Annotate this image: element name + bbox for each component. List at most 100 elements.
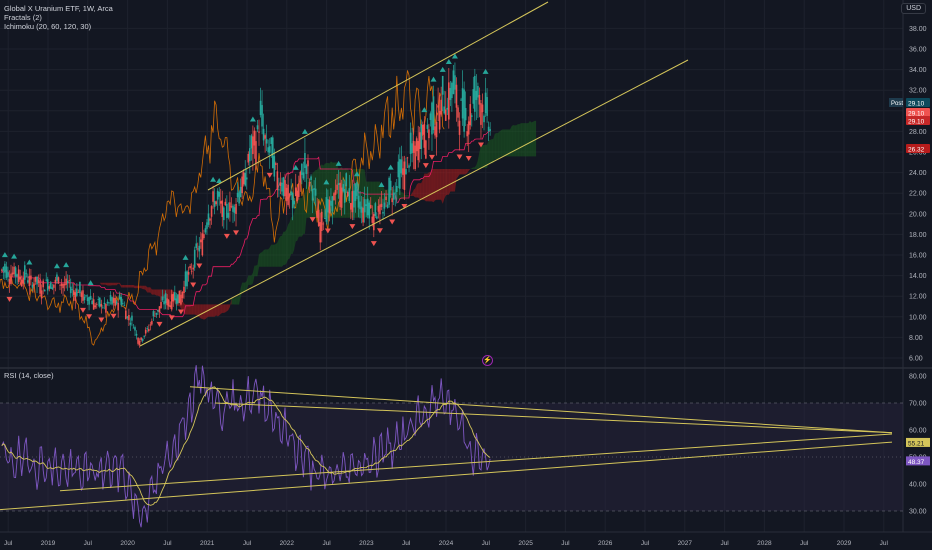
candle-body — [363, 199, 366, 213]
fractal-down-marker — [370, 241, 377, 247]
cloud-segment — [531, 121, 534, 157]
candle-body — [458, 120, 461, 135]
candle-body — [275, 163, 277, 165]
fractals — [1, 53, 489, 327]
cloud-segment — [482, 145, 485, 168]
cloud-segment — [102, 282, 105, 285]
cloud-segment — [439, 169, 442, 200]
rsi-indicator-label[interactable]: RSI (14, close) — [4, 371, 54, 380]
candle-body — [455, 84, 458, 108]
candle-body — [132, 327, 135, 329]
cloud-segment — [520, 123, 523, 157]
candle-body — [8, 278, 11, 284]
candle-body — [253, 130, 256, 146]
candle-body — [452, 70, 455, 95]
cloud-segment — [502, 129, 504, 157]
candle-body — [374, 203, 377, 216]
candle-body — [97, 299, 100, 300]
candle-body — [238, 191, 240, 204]
candle-body — [353, 190, 355, 208]
fractals-indicator-label[interactable]: Fractals (2) — [4, 13, 42, 22]
candle-body — [30, 275, 32, 280]
candle-body — [421, 124, 424, 135]
candle-body — [212, 191, 214, 202]
cloud-segment — [405, 194, 408, 197]
cloud-segment — [321, 164, 324, 218]
candle-body — [149, 324, 152, 326]
fractal-up-marker — [387, 164, 394, 170]
cloud-segment — [108, 282, 111, 286]
cloud-segment — [223, 304, 226, 313]
cloud-segment — [194, 304, 197, 315]
cloud-segment — [196, 304, 198, 317]
candle-body — [161, 296, 164, 301]
candle-body — [486, 97, 488, 116]
candle-body — [213, 200, 216, 207]
candle-body — [400, 159, 403, 174]
candle-body — [259, 100, 262, 116]
cloud-segment — [86, 278, 88, 283]
cloud-segment — [141, 285, 143, 290]
cloud-segment — [124, 284, 126, 288]
cloud-segment — [477, 152, 480, 170]
candle-body — [1, 269, 3, 271]
candle-body — [385, 196, 387, 201]
candle-body — [351, 191, 354, 213]
cloud-segment — [499, 130, 501, 158]
cloud-segment — [503, 129, 506, 157]
candle-body — [302, 172, 305, 179]
cloud-segment — [474, 164, 477, 170]
last-price-label-2-bg — [906, 116, 930, 125]
candle-body — [438, 110, 441, 130]
cloud-segment — [154, 289, 157, 296]
candle-body — [420, 124, 423, 149]
candle-body — [324, 218, 326, 219]
time-tick-label: 2027 — [678, 540, 693, 547]
cloud-segment — [487, 139, 489, 168]
cloud-segment — [202, 304, 204, 320]
candle-body — [406, 157, 409, 159]
cloud-segment — [153, 289, 155, 295]
cloud-segment — [125, 284, 128, 288]
price-tick-label: 14.00 — [909, 273, 927, 280]
candle-body — [290, 191, 292, 196]
cloud-segment — [526, 123, 529, 157]
cloud-segment — [252, 265, 255, 284]
candle-body — [174, 292, 176, 300]
candle-body — [88, 296, 90, 305]
cloud-segment — [471, 167, 474, 170]
cloud-segment — [510, 126, 512, 157]
ichimoku-indicator-label[interactable]: Ichimoku (20, 60, 120, 30) — [4, 22, 92, 31]
candle-body — [56, 274, 58, 281]
candle-body — [331, 196, 334, 212]
candle-body — [308, 181, 311, 187]
fractal-down-marker — [177, 309, 184, 315]
time-tick-label: Jul — [800, 540, 809, 547]
fractal-up-marker — [378, 182, 385, 188]
fractal-down-marker — [233, 230, 240, 236]
time-tick-label: 2019 — [41, 540, 56, 547]
time-tick-label: Jul — [322, 540, 331, 547]
currency-button[interactable]: USD — [901, 3, 926, 14]
candle-body — [472, 89, 475, 104]
candle-body — [218, 191, 221, 197]
cloud-segment — [257, 254, 260, 277]
cloud-segment — [115, 282, 117, 286]
chikou-line — [0, 70, 445, 346]
lightning-icon[interactable]: ⚡ — [482, 355, 493, 366]
candle-body — [293, 200, 296, 205]
candles — [1, 62, 491, 348]
cloud-segment — [268, 247, 270, 267]
candle-body — [470, 115, 473, 117]
candle-body — [267, 147, 269, 153]
price-tick-label: 8.00 — [909, 335, 923, 342]
cloud-segment — [461, 169, 463, 175]
candle-body — [481, 104, 484, 113]
cloud-segment — [467, 169, 469, 173]
time-tick-label: Jul — [720, 540, 729, 547]
candle-body — [271, 137, 274, 169]
cloud-segment — [167, 289, 169, 300]
candle-body — [423, 123, 426, 148]
candle-body — [14, 267, 17, 277]
